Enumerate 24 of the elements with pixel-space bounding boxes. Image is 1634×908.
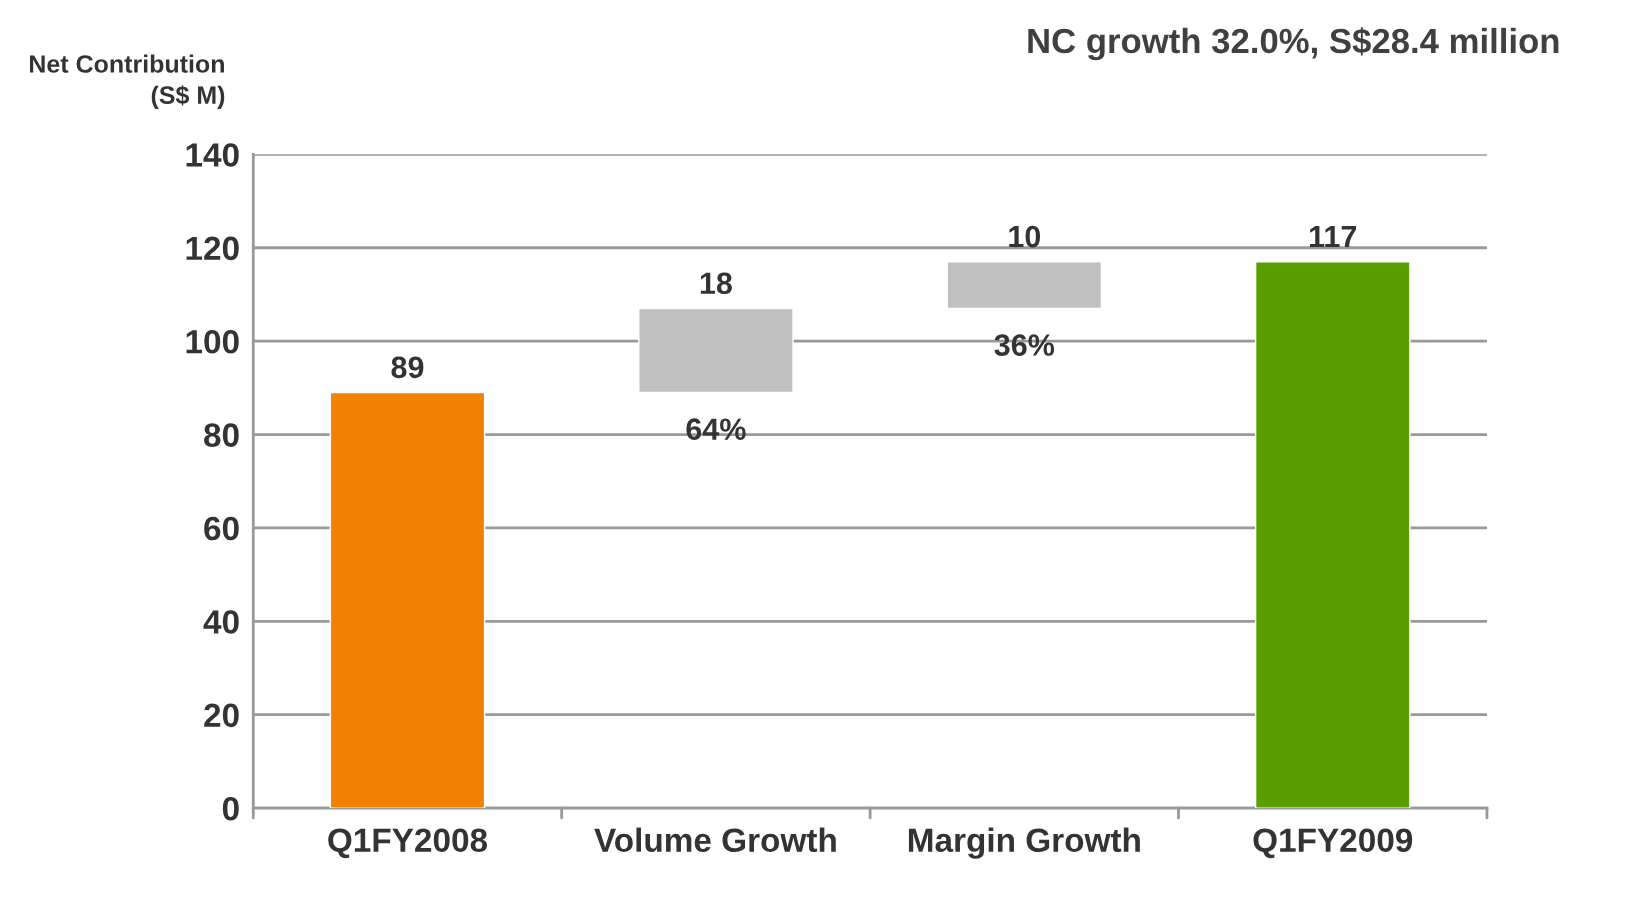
y-axis-title: Net Contribution (S$ M) xyxy=(30,54,225,109)
y-tick-label: 80 xyxy=(204,423,239,447)
x-tick-label: Q1FY2009 xyxy=(1253,828,1413,859)
y-tick-label: 140 xyxy=(186,143,239,167)
x-tick-label: Volume Growth xyxy=(594,827,836,853)
y-tick-label: 120 xyxy=(186,236,239,261)
y-tick-label: 40 xyxy=(203,610,239,634)
data-label: 117 xyxy=(1310,226,1357,248)
data-label: 89 xyxy=(391,356,424,379)
bar xyxy=(1254,261,1411,809)
y-tick-label: 100 xyxy=(186,329,239,354)
y-tick-label: 0 xyxy=(222,796,239,821)
data-label: 18 xyxy=(700,272,732,295)
x-tick-label: Margin Growth xyxy=(908,827,1140,859)
chart-title: NC growth 32.0%, S$28.4 million xyxy=(1028,27,1559,61)
x-tick-label: Q1FY2008 xyxy=(328,828,488,859)
bar xyxy=(946,261,1103,310)
bar xyxy=(638,307,794,394)
y-tick-label: 20 xyxy=(204,703,239,728)
y-tick-label: 60 xyxy=(204,516,239,541)
annotation: 64% xyxy=(686,418,746,440)
bar xyxy=(329,391,486,809)
annotation: 36% xyxy=(994,334,1055,356)
data-label: 10 xyxy=(1009,225,1041,248)
